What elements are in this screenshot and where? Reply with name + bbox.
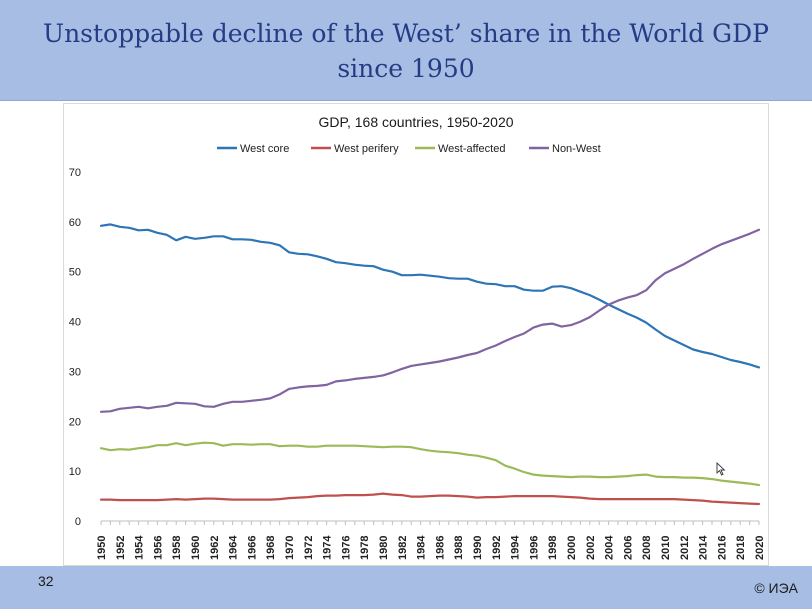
x-tick-label: 2002 <box>585 536 597 560</box>
legend-label: West perifery <box>334 143 399 155</box>
slide-title-line-2: since 1950 <box>337 54 475 83</box>
x-tick-label: 1976 <box>340 536 352 560</box>
slide-footer <box>0 566 812 609</box>
x-tick-label: 1970 <box>284 536 296 560</box>
legend-label: West core <box>240 143 289 155</box>
x-tick-label: 2006 <box>622 536 634 560</box>
x-tick-label: 2020 <box>754 536 766 560</box>
legend-item-non-west: Non-West <box>529 143 601 155</box>
x-tick-label: 1988 <box>453 536 465 560</box>
x-tick-label: 1972 <box>303 536 315 560</box>
y-tick-label: 0 <box>75 516 81 528</box>
y-tick-label: 20 <box>69 416 81 428</box>
slide-header <box>0 0 812 101</box>
chart-legend: West core West perifery West-affected Non-W… <box>217 143 601 155</box>
y-tick-label: 10 <box>69 466 81 478</box>
x-tick-label: 1950 <box>96 536 108 560</box>
x-tick-label: 1956 <box>152 536 164 560</box>
x-tick-label: 1958 <box>171 536 183 560</box>
x-tick-label: 2014 <box>698 535 710 560</box>
x-tick-label: 1952 <box>115 536 127 560</box>
series-line-west-core <box>99 223 761 369</box>
y-tick-label: 60 <box>69 217 81 229</box>
chart-title: GDP, 168 countries, 1950-2020 <box>318 114 513 130</box>
legend-item-west-perifery: West perifery <box>311 143 399 155</box>
slide-title: Unstoppable decline of the West’ share i… <box>40 16 772 86</box>
x-tick-label: 2008 <box>641 536 653 560</box>
mouse-cursor-icon <box>716 462 726 476</box>
copyright-text: © ИЭА <box>754 580 798 596</box>
x-tick-label: 1964 <box>228 535 240 560</box>
x-tick-label: 1968 <box>265 536 277 560</box>
y-tick-label: 50 <box>69 267 81 279</box>
x-tick-label: 2000 <box>566 536 578 560</box>
series-layer <box>99 223 761 506</box>
y-axis: 0 10 20 30 40 50 60 70 <box>69 167 81 528</box>
x-tick-label: 1962 <box>209 536 221 560</box>
x-tick-label: 2018 <box>735 536 747 560</box>
x-tick-label: 2016 <box>716 536 728 560</box>
series-line-west-perifery <box>99 492 761 506</box>
x-tick-label: 1982 <box>397 536 409 560</box>
x-tick-label: 1996 <box>528 536 540 560</box>
x-tick-label: 1984 <box>416 535 428 560</box>
x-tick-label: 2010 <box>660 536 672 560</box>
legend-item-west-core: West core <box>217 143 289 155</box>
x-tick-label: 1992 <box>491 536 503 560</box>
x-tick-label: 1994 <box>510 535 522 560</box>
x-tick-label: 1954 <box>134 535 146 560</box>
series-line-west-affected <box>99 441 761 487</box>
x-axis: 1950 1952 1954 1956 1958 1960 1962 1964 1966 1968… <box>96 520 766 560</box>
x-tick-label: 1966 <box>246 536 258 560</box>
x-tick-label: 1978 <box>359 536 371 560</box>
x-tick-label: 1998 <box>547 536 559 560</box>
chart-frame: GDP, 168 countries, 1950-2020 West core W… <box>63 103 769 566</box>
slide-title-line-1: Unstoppable decline of the West’ share i… <box>43 19 769 48</box>
x-tick-label: 1990 <box>472 536 484 560</box>
x-tick-label: 2004 <box>604 535 616 560</box>
x-tick-label: 1980 <box>378 536 390 560</box>
y-tick-label: 40 <box>69 317 81 329</box>
x-tick-label: 1974 <box>322 535 334 560</box>
x-tick-label: 1986 <box>434 536 446 560</box>
gdp-line-chart: GDP, 168 countries, 1950-2020 West core W… <box>69 114 766 560</box>
series-line-non-west <box>99 228 761 413</box>
y-tick-label: 70 <box>69 167 81 179</box>
y-tick-label: 30 <box>69 366 81 378</box>
legend-item-west-affected: West-affected <box>415 143 505 155</box>
x-tick-label: 1960 <box>190 536 202 560</box>
legend-label: Non-West <box>552 143 601 155</box>
x-tick-label: 2012 <box>679 536 691 560</box>
legend-label: West-affected <box>438 143 505 155</box>
page-number: 32 <box>38 573 54 589</box>
